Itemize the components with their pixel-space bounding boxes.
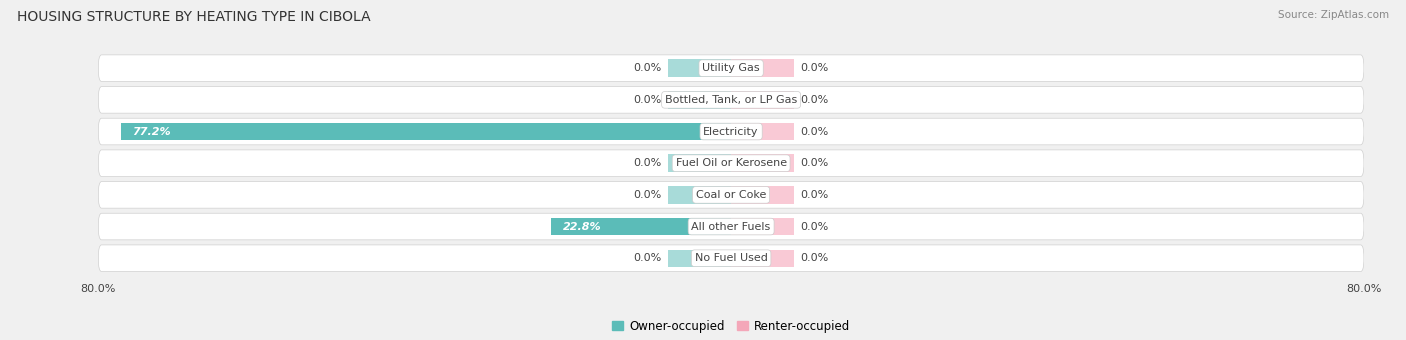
Text: 0.0%: 0.0% <box>633 190 661 200</box>
FancyBboxPatch shape <box>98 55 1364 82</box>
Text: HOUSING STRUCTURE BY HEATING TYPE IN CIBOLA: HOUSING STRUCTURE BY HEATING TYPE IN CIB… <box>17 10 371 24</box>
Text: 22.8%: 22.8% <box>562 222 602 232</box>
Bar <box>668 91 731 108</box>
FancyBboxPatch shape <box>98 213 1364 240</box>
Text: 77.2%: 77.2% <box>132 126 172 137</box>
Bar <box>668 250 731 267</box>
Bar <box>668 123 731 140</box>
Text: No Fuel Used: No Fuel Used <box>695 253 768 263</box>
Bar <box>731 123 794 140</box>
Bar <box>121 123 731 140</box>
Text: 0.0%: 0.0% <box>633 158 661 168</box>
Text: 0.0%: 0.0% <box>633 95 661 105</box>
Text: 0.0%: 0.0% <box>800 126 830 137</box>
Bar <box>731 186 794 204</box>
Text: Utility Gas: Utility Gas <box>703 63 759 73</box>
Bar <box>731 218 794 235</box>
FancyBboxPatch shape <box>98 182 1364 208</box>
Legend: Owner-occupied, Renter-occupied: Owner-occupied, Renter-occupied <box>607 315 855 338</box>
Text: 0.0%: 0.0% <box>800 222 830 232</box>
Bar <box>668 186 731 204</box>
FancyBboxPatch shape <box>98 245 1364 272</box>
Text: 0.0%: 0.0% <box>800 158 830 168</box>
Text: Coal or Coke: Coal or Coke <box>696 190 766 200</box>
FancyBboxPatch shape <box>98 87 1364 113</box>
FancyBboxPatch shape <box>98 118 1364 145</box>
Bar <box>731 59 794 77</box>
Bar <box>668 218 731 235</box>
Text: All other Fuels: All other Fuels <box>692 222 770 232</box>
Bar <box>731 91 794 108</box>
Text: 0.0%: 0.0% <box>800 190 830 200</box>
Bar <box>668 154 731 172</box>
Text: Fuel Oil or Kerosene: Fuel Oil or Kerosene <box>675 158 787 168</box>
Bar <box>668 59 731 77</box>
Bar <box>731 154 794 172</box>
Text: Source: ZipAtlas.com: Source: ZipAtlas.com <box>1278 10 1389 20</box>
Text: 0.0%: 0.0% <box>800 95 830 105</box>
Text: 0.0%: 0.0% <box>800 253 830 263</box>
Text: 0.0%: 0.0% <box>633 63 661 73</box>
FancyBboxPatch shape <box>98 150 1364 176</box>
Text: Bottled, Tank, or LP Gas: Bottled, Tank, or LP Gas <box>665 95 797 105</box>
Text: 0.0%: 0.0% <box>800 63 830 73</box>
Bar <box>551 218 731 235</box>
Text: 0.0%: 0.0% <box>633 253 661 263</box>
Bar <box>731 250 794 267</box>
Text: Electricity: Electricity <box>703 126 759 137</box>
